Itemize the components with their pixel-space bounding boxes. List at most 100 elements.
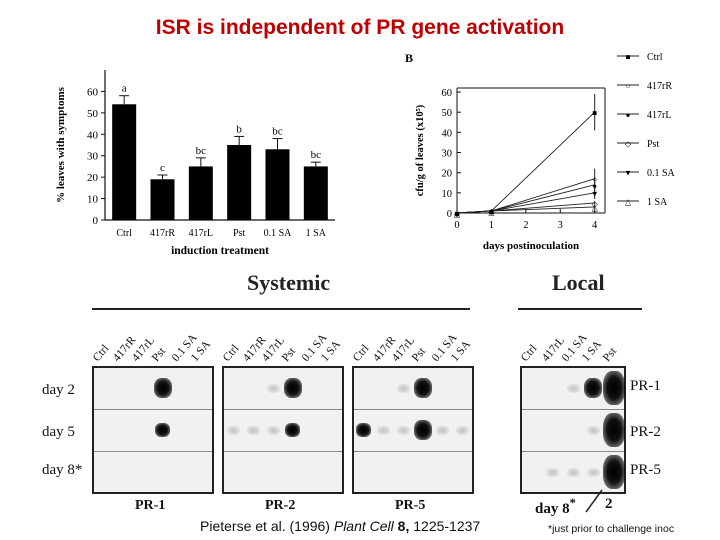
row-label-day2: day 2 <box>42 382 75 398</box>
bar <box>188 166 213 220</box>
line-x-tick-label: 0 <box>454 220 459 231</box>
citation: Pieterse et al. (1996) Plant Cell 8, 122… <box>200 518 480 534</box>
line-point-marker: ▼ <box>453 210 461 219</box>
line-point-marker: ■ <box>592 109 597 118</box>
local-blot <box>520 366 626 494</box>
line-y-label: cfu/g of leaves (x10⁵) <box>415 104 426 196</box>
bar-letter: bc <box>272 126 283 138</box>
systemic-rule <box>92 308 470 310</box>
line-x-tick-label: 4 <box>592 220 598 231</box>
line-y-tick-label: 10 <box>442 189 453 200</box>
bar-letter: c <box>160 162 165 174</box>
legend-marker: ○ <box>626 82 631 91</box>
local-bottom-day: day 8 <box>535 501 570 517</box>
blot-band <box>396 425 410 435</box>
line-point-marker: ◇ <box>454 210 461 219</box>
line-x-label: days postinoculation <box>483 240 579 252</box>
line-point-marker: ◇ <box>592 199 599 208</box>
legend-label: 0.1 SA <box>647 168 676 179</box>
bar-category-label: Ctrl <box>116 228 132 239</box>
line-point-marker: ■ <box>489 207 494 216</box>
blot-band <box>377 425 390 435</box>
bar-letter: bc <box>196 145 207 157</box>
footnote: *just prior to challenge inoc <box>548 523 675 535</box>
bar <box>265 149 290 220</box>
line-y-tick-label: 0 <box>447 209 452 220</box>
local-heading: Local <box>552 270 605 295</box>
legend-marker: ● <box>626 111 631 120</box>
bar <box>112 104 137 220</box>
bar-y-tick-label: 40 <box>87 129 99 141</box>
blot-band <box>153 378 172 398</box>
blot-row-divider <box>224 409 342 410</box>
lane-label: Ctrl <box>350 342 372 364</box>
bar <box>303 166 328 220</box>
blot-band <box>247 425 260 435</box>
bar-x-label: induction treatment <box>171 245 269 257</box>
lane-label: Ctrl <box>220 342 242 364</box>
bar-letter: a <box>122 83 127 95</box>
bar <box>150 179 175 220</box>
citation-authors: Pieterse et al. (1996) <box>200 518 330 534</box>
local-label-pr5: PR-5 <box>630 462 661 478</box>
line-point-marker: ○ <box>489 207 494 216</box>
bar-y-label: % leaves with symptoms <box>55 86 67 203</box>
lane-label: Pst <box>149 345 168 364</box>
line-x-tick-label: 3 <box>558 220 563 231</box>
citation-pages: 1225-1237 <box>413 518 481 534</box>
line-point-marker: ◇ <box>488 207 495 216</box>
blot-row-divider <box>94 451 212 452</box>
legend-label: 417rL <box>647 110 671 121</box>
legend-marker: ■ <box>626 53 631 62</box>
line-y-tick-label: 60 <box>442 88 453 99</box>
blot-row-divider <box>354 409 472 410</box>
blot-row-divider <box>522 409 624 410</box>
blot-band <box>586 425 600 435</box>
blot-band <box>566 467 580 477</box>
local-divider-slash <box>585 489 603 513</box>
line-point-marker: ● <box>455 210 460 219</box>
line-point-marker: △ <box>592 203 599 212</box>
row-label-day5: day 5 <box>42 424 75 440</box>
line-point-marker: ▼ <box>487 207 495 216</box>
line-y-tick-label: 40 <box>442 128 453 139</box>
line-x-tick-label: 1 <box>489 220 494 231</box>
systemic-blot-pr-2 <box>222 366 344 494</box>
local-bottom-label: day 8* <box>535 496 576 518</box>
citation-volume: 8 <box>397 518 406 534</box>
blot-row-divider <box>522 451 624 452</box>
systemic-blot-pr-1 <box>92 366 214 494</box>
blot-row-divider <box>94 409 212 410</box>
blot-band <box>546 467 560 477</box>
bar-letter: b <box>236 123 242 135</box>
blot-label: PR-1 <box>135 498 166 513</box>
line-series-path <box>456 111 595 214</box>
line-series-path <box>456 184 595 214</box>
lane-label: Pst <box>409 345 428 364</box>
blot-band <box>602 371 625 405</box>
lane-label: Ctrl <box>90 342 112 364</box>
legend-marker: △ <box>625 198 632 207</box>
row-label-day8: day 8* <box>42 462 83 478</box>
slide-title: ISR is independent of PR gene activation <box>155 16 565 39</box>
line-point-marker: ● <box>489 207 494 216</box>
bar-category-label: 0.1 SA <box>264 228 293 239</box>
blot-band <box>227 425 241 435</box>
blot-band <box>436 425 449 435</box>
bar-category-label: 417rL <box>189 228 213 239</box>
bar-y-tick-label: 30 <box>87 151 99 163</box>
bar-y-tick-label: 60 <box>87 86 99 98</box>
line-point-marker: ▼ <box>591 189 599 198</box>
blot-band <box>413 420 432 440</box>
legend-label: Pst <box>647 139 659 150</box>
line-chart: B 0 10 20 30 40 50 60 0 1 2 3 4 days postinoculation c… <box>405 51 676 252</box>
blot-band <box>584 378 603 398</box>
blot-band <box>566 383 580 393</box>
lane-label: Pst <box>279 345 298 364</box>
local-label-pr1: PR-1 <box>630 378 661 394</box>
systemic-heading: Systemic <box>247 270 331 295</box>
bar <box>227 145 252 220</box>
local-lane-label: Pst <box>600 345 619 364</box>
blot-band <box>396 383 410 393</box>
blot-label: PR-2 <box>265 498 296 513</box>
